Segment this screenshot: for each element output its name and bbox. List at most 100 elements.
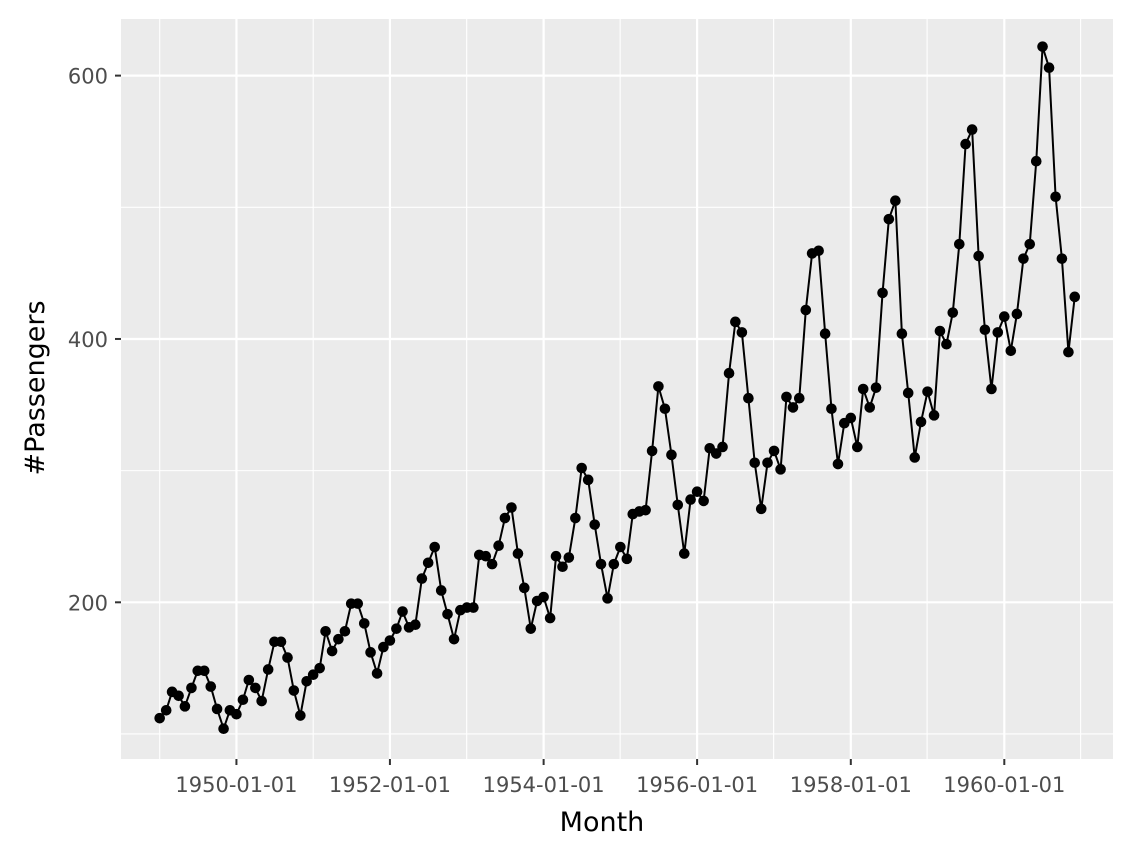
data-point: [339, 625, 351, 637]
data-point: [1030, 155, 1042, 167]
data-point: [557, 561, 568, 573]
data-point: [947, 307, 959, 318]
data-point: [352, 598, 364, 609]
data-point: [973, 250, 984, 262]
data-point: [621, 553, 633, 565]
data-point: [410, 619, 421, 630]
data-point: [710, 448, 722, 459]
data-point: [397, 606, 408, 617]
data-point: [416, 573, 428, 584]
data-point: [1024, 238, 1036, 250]
data-point: [582, 474, 594, 486]
data-point: [954, 238, 965, 250]
data-point: [371, 668, 383, 679]
data-point: [435, 585, 447, 596]
data-point: [570, 512, 581, 524]
data-point: [237, 694, 249, 706]
data-point: [960, 138, 971, 150]
data-point: [288, 685, 300, 696]
data-point: [896, 328, 908, 340]
data-point: [282, 652, 293, 663]
data-point: [890, 195, 901, 207]
data-point: [1063, 346, 1074, 358]
panel-background: [121, 19, 1113, 759]
data-point: [755, 503, 767, 515]
data-point: [979, 324, 991, 336]
data-point: [518, 582, 530, 594]
data-point: [231, 708, 242, 720]
data-point: [468, 602, 479, 613]
data-point: [154, 712, 165, 724]
data-point: [1018, 253, 1029, 264]
data-point: [698, 495, 709, 507]
data-point: [902, 387, 914, 399]
data-point: [864, 402, 876, 413]
data-point: [999, 311, 1010, 322]
data-point: [307, 669, 319, 681]
data-point: [320, 625, 331, 637]
data-point: [941, 338, 952, 350]
tick-labels: 1950-01-01 1952-01-01 1954-01-01 1956-01-01…: [68, 65, 1065, 797]
data-point: [1069, 291, 1081, 303]
data-point: [762, 457, 773, 469]
data-point: [295, 710, 306, 721]
data-point: [870, 382, 882, 393]
data-point: [448, 633, 460, 645]
data-point: [608, 558, 620, 570]
data-point: [275, 636, 287, 648]
x-axis-title: Month: [560, 807, 645, 838]
data-point: [845, 412, 857, 424]
data-point: [391, 623, 402, 634]
data-point: [800, 304, 812, 316]
y-tick-label: 400: [68, 328, 108, 352]
data-point: [333, 633, 344, 645]
data-point: [781, 391, 792, 403]
data-point: [787, 402, 799, 413]
data-point: [615, 541, 626, 553]
data-point: [640, 504, 651, 516]
data-point: [378, 641, 389, 653]
data-point: [186, 682, 197, 694]
data-point: [672, 499, 684, 511]
data-point: [1056, 253, 1068, 264]
data-point: [915, 416, 927, 428]
data-point: [486, 558, 498, 570]
x-tick-label: 1956-01-01: [636, 773, 758, 797]
data-point: [512, 548, 524, 559]
data-point: [1050, 191, 1061, 203]
data-point: [986, 383, 997, 395]
data-point: [538, 591, 549, 603]
data-point: [909, 452, 921, 463]
data-point: [813, 245, 824, 257]
data-point: [691, 486, 703, 498]
data-point: [314, 662, 325, 674]
data-point: [205, 681, 217, 692]
data-point: [646, 445, 658, 457]
data-point: [723, 367, 735, 379]
data-point: [365, 647, 376, 658]
data-point: [730, 316, 741, 328]
data-layer: [154, 41, 1081, 735]
data-point: [250, 682, 261, 694]
major-gridlines: [121, 19, 1113, 759]
data-point: [595, 558, 607, 570]
data-point: [173, 690, 184, 702]
data-point: [717, 441, 728, 453]
data-point: [563, 552, 575, 563]
data-point: [589, 519, 601, 530]
x-tick-label: 1960-01-01: [943, 773, 1065, 797]
data-point: [326, 645, 338, 657]
data-point: [736, 327, 748, 338]
data-point: [775, 464, 786, 475]
data-point: [966, 124, 978, 135]
data-point: [666, 449, 677, 461]
data-point: [685, 494, 696, 505]
data-point: [934, 325, 946, 337]
data-point: [883, 213, 895, 225]
data-point: [743, 392, 754, 404]
data-point: [992, 327, 1004, 338]
data-point: [198, 665, 210, 677]
data-point: [422, 557, 434, 569]
data-point: [1037, 41, 1048, 52]
y-axis-title: #Passengers: [20, 300, 51, 475]
